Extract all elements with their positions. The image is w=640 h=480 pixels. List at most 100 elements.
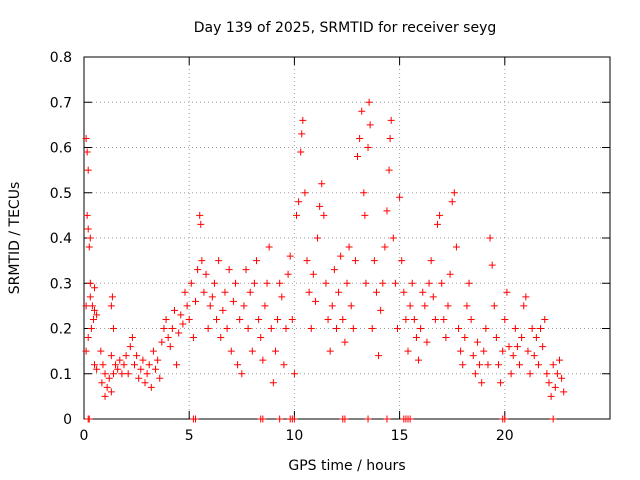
data-point (213, 315, 221, 323)
y-tick-label: 0.6 (50, 141, 72, 157)
data-point (124, 370, 132, 378)
data-point (91, 306, 99, 314)
data-point (166, 343, 174, 351)
data-point (339, 315, 347, 323)
data-point (461, 334, 469, 342)
data-point (107, 302, 115, 310)
data-point (179, 320, 187, 328)
data-point (118, 370, 126, 378)
data-point (341, 338, 349, 346)
data-point (109, 370, 117, 378)
data-point (431, 315, 439, 323)
data-point (82, 302, 90, 310)
data-point (393, 325, 401, 332)
data-point (225, 266, 233, 274)
data-point (345, 243, 353, 251)
data-point (516, 361, 524, 369)
data-point (177, 311, 185, 319)
data-point (197, 220, 205, 228)
data-point (391, 279, 399, 287)
data-point (513, 343, 521, 351)
data-point (259, 415, 267, 423)
data-point (192, 415, 200, 423)
chart-title: Day 139 of 2025, SRMTID for receiver sey… (194, 20, 497, 36)
data-point (240, 302, 248, 310)
data-point (492, 334, 500, 342)
data-point (400, 288, 408, 296)
data-point (551, 383, 559, 391)
data-point (365, 98, 373, 106)
data-point (505, 343, 513, 351)
data-point (465, 279, 473, 287)
data-point (444, 302, 452, 310)
data-point (83, 148, 91, 156)
data-point (526, 370, 534, 378)
data-point (459, 361, 467, 369)
data-points (82, 98, 568, 423)
data-point (299, 116, 307, 124)
data-point (109, 325, 117, 332)
data-point (175, 329, 183, 337)
data-point (135, 374, 143, 382)
data-point (168, 325, 176, 332)
data-point (549, 361, 557, 369)
data-point (473, 338, 481, 346)
data-point (379, 279, 387, 287)
data-point (269, 379, 277, 387)
data-point (362, 279, 370, 287)
data-point (423, 338, 431, 346)
data-point (271, 347, 279, 355)
x-tick-label: 20 (496, 428, 514, 444)
data-point (541, 315, 549, 323)
data-point (320, 211, 328, 219)
data-point (242, 266, 250, 274)
data-point (305, 288, 313, 296)
data-point (181, 288, 189, 296)
data-point (412, 334, 420, 342)
data-point (298, 130, 306, 138)
data-point (370, 257, 378, 265)
data-point (89, 315, 97, 323)
data-point (375, 352, 383, 360)
data-point (295, 198, 303, 206)
data-point (206, 302, 214, 310)
data-point (223, 325, 231, 332)
data-point (202, 270, 210, 278)
data-point (301, 189, 309, 197)
data-point (436, 211, 444, 219)
data-point (255, 315, 263, 323)
data-point (128, 334, 136, 342)
data-point (545, 379, 553, 387)
data-point (97, 347, 105, 355)
data-point (528, 325, 536, 332)
data-point (162, 315, 170, 323)
data-point (108, 293, 116, 301)
data-point (231, 279, 239, 287)
data-point (244, 325, 252, 332)
data-point (503, 288, 511, 296)
data-point (293, 211, 301, 219)
data-point (457, 347, 465, 355)
data-point (471, 370, 479, 378)
data-point (156, 374, 164, 382)
data-point (137, 365, 145, 373)
data-point (417, 325, 425, 332)
data-point (518, 334, 526, 342)
data-point (149, 347, 157, 355)
y-tick-label: 0.1 (50, 367, 72, 383)
data-point (488, 261, 496, 269)
data-point (147, 383, 155, 391)
data-point (274, 315, 282, 323)
data-point (219, 306, 227, 314)
data-point (250, 279, 258, 287)
data-point (86, 279, 94, 287)
data-point (429, 293, 437, 301)
data-point (501, 415, 509, 423)
data-point (469, 352, 477, 360)
data-point (290, 415, 298, 423)
data-point (234, 361, 242, 369)
data-point (543, 370, 551, 378)
data-point (229, 297, 237, 305)
data-point (152, 365, 160, 373)
data-point (93, 365, 101, 373)
